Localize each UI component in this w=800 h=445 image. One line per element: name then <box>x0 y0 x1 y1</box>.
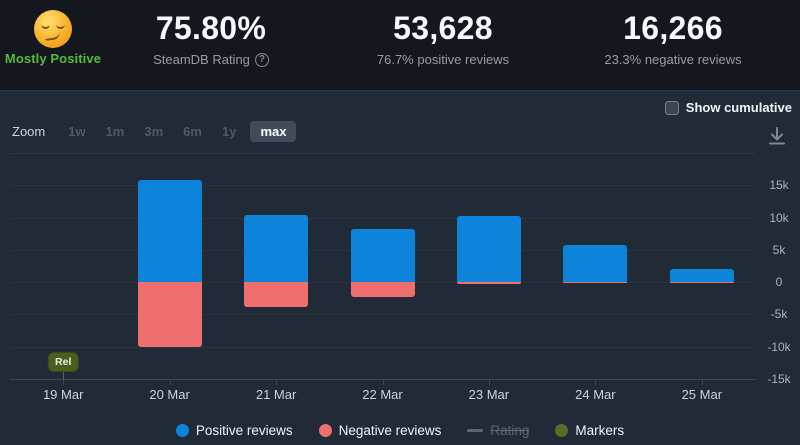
legend-label: Markers <box>575 423 625 438</box>
release-marker-line <box>63 371 65 379</box>
zoom-range-1m[interactable]: 1m <box>105 123 125 139</box>
y-axis-label--15k: -15k <box>767 372 791 386</box>
gridline-15k <box>10 185 752 187</box>
zoom-range-max-active[interactable]: max <box>250 120 297 142</box>
positive-reviews-count: 53,628 <box>393 10 493 46</box>
legend-swatch <box>467 429 484 432</box>
summary-header: Mostly Positive 75.80% SteamDB Rating 53… <box>0 0 800 90</box>
legend-label: Positive reviews <box>195 423 293 438</box>
gridline--5k <box>10 314 752 316</box>
x-axis-line <box>10 379 755 380</box>
positive-reviews-caption: 76.7% positive reviews <box>376 52 510 67</box>
zoom-range-3m[interactable]: 3m <box>144 123 164 139</box>
x-axis-tick-22-Mar <box>382 380 384 385</box>
smirking-face-emoji-icon <box>34 10 72 48</box>
bar-positive-25-Mar[interactable] <box>669 268 734 283</box>
emoji-eye-left <box>41 23 50 29</box>
y-axis-label--10k: -10k <box>767 339 791 354</box>
bar-positive-24-Mar[interactable] <box>563 245 628 283</box>
show-cumulative-control[interactable]: Show cumulative <box>664 100 792 115</box>
x-axis-tick-25-Mar <box>701 380 703 385</box>
bar-negative-21-Mar[interactable] <box>244 282 309 307</box>
steamdb-rating-value: 75.80% <box>155 10 267 46</box>
release-marker-badge[interactable]: Rel <box>48 352 79 372</box>
x-axis-label-22-Mar: 22 Mar <box>362 387 403 402</box>
show-cumulative-checkbox[interactable] <box>664 100 679 115</box>
legend-item-positive-reviews[interactable]: Positive reviews <box>175 423 293 438</box>
x-axis-label-19-Mar: 19 Mar <box>42 387 84 402</box>
x-axis-label-21-Mar: 21 Mar <box>255 387 297 402</box>
chart-legend: Positive reviews Negative reviews Rating Ma… <box>0 423 800 438</box>
legend-item-rating[interactable]: Rating <box>467 423 529 438</box>
zoom-buttons: 1w 1m 3m 6m 1y max <box>58 120 297 142</box>
rating-block: Mostly Positive <box>0 8 123 66</box>
zoom-range-1y[interactable]: 1y <box>221 123 237 139</box>
help-icon[interactable] <box>254 52 269 67</box>
x-axis-label-23-Mar: 23 Mar <box>468 387 510 402</box>
legend-item-negative-reviews[interactable]: Negative reviews <box>318 423 442 438</box>
y-axis-label-15k: 15k <box>769 178 789 193</box>
zoom-title: Zoom <box>12 123 46 139</box>
x-axis-tick-20-Mar <box>169 380 171 385</box>
legend-label: Negative reviews <box>338 423 442 438</box>
legend-swatch <box>175 424 189 437</box>
legend-swatch <box>555 424 569 437</box>
steamdb-rating-caption: SteamDB Rating <box>153 52 250 67</box>
zoom-range-6m[interactable]: 6m <box>183 123 202 139</box>
gridline-10k <box>10 217 752 219</box>
bar-positive-21-Mar[interactable] <box>244 215 309 283</box>
plot-top-border <box>10 153 755 154</box>
x-axis-tick-23-Mar <box>488 380 490 385</box>
bar-positive-22-Mar[interactable] <box>350 229 415 283</box>
bar-negative-22-Mar[interactable] <box>350 282 415 297</box>
bar-positive-20-Mar[interactable] <box>137 180 202 283</box>
y-axis-label-5k: 5k <box>772 242 786 257</box>
negative-reviews-caption: 23.3% negative reviews <box>604 52 742 67</box>
x-axis-label-25-Mar: 25 Mar <box>681 387 723 402</box>
x-axis-label-24-Mar: 24 Mar <box>575 387 616 402</box>
steamdb-rating-stat: 75.80% SteamDB Rating <box>153 10 269 67</box>
negative-reviews-count: 16,266 <box>623 10 723 46</box>
x-axis-tick-21-Mar <box>276 380 278 385</box>
y-axis-label-0: 0 <box>775 275 783 290</box>
legend-label: Rating <box>490 423 530 438</box>
legend-item-markers[interactable]: Markers <box>555 423 624 438</box>
negative-reviews-stat: 16,266 23.3% negative reviews <box>604 10 741 67</box>
y-axis-label--5k: -5k <box>770 307 788 322</box>
gridline--10k <box>10 346 752 348</box>
zoom-range-toolbar: Zoom 1w 1m 3m 6m 1y max <box>12 120 297 142</box>
show-cumulative-label: Show cumulative <box>685 100 792 115</box>
legend-swatch <box>318 424 332 437</box>
rating-label: Mostly Positive <box>4 51 102 66</box>
positive-reviews-stat: 53,628 76.7% positive reviews <box>377 10 509 67</box>
bar-positive-23-Mar[interactable] <box>456 216 521 283</box>
y-axis-label-10k: 10k <box>769 210 789 225</box>
x-axis-label-20-Mar: 20 Mar <box>149 387 190 402</box>
bar-negative-20-Mar[interactable] <box>137 282 202 347</box>
bar-negative-24-Mar[interactable] <box>563 282 628 283</box>
bar-negative-23-Mar[interactable] <box>456 282 521 284</box>
emoji-eye-right <box>56 23 65 29</box>
x-axis-tick-24-Mar <box>595 380 597 385</box>
x-axis-tick-19-Mar <box>63 380 65 385</box>
zoom-range-1w[interactable]: 1w <box>68 123 86 139</box>
download-chart-icon[interactable] <box>765 124 789 148</box>
